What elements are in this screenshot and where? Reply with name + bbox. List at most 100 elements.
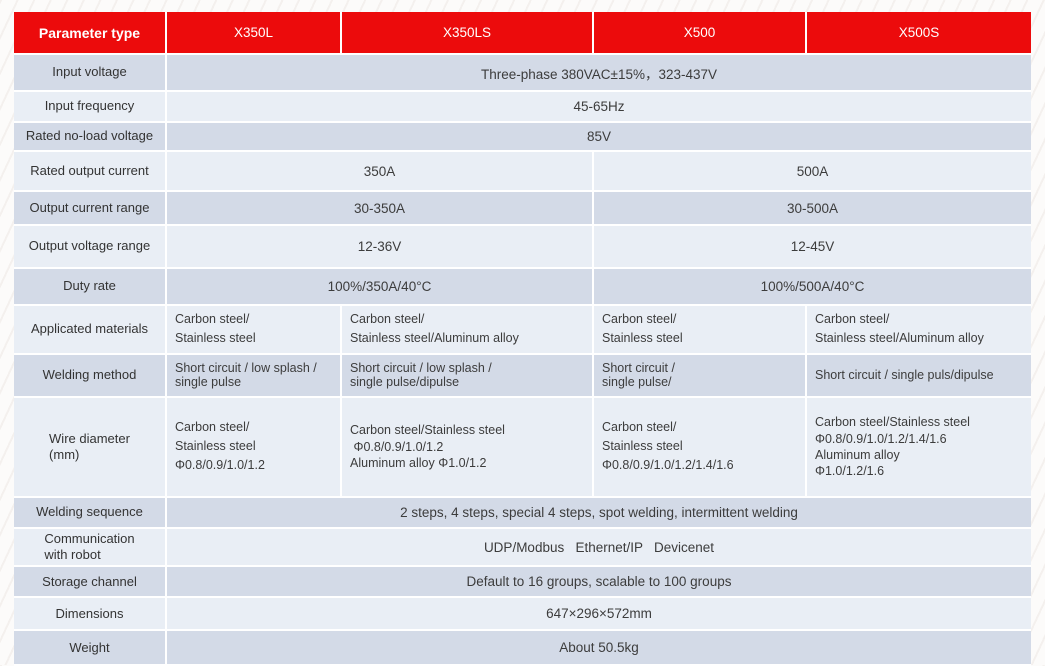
value-line: Stainless steel — [175, 439, 256, 454]
row-label-text: Rated output current — [30, 162, 149, 178]
value-line: Aluminum alloy — [815, 447, 900, 462]
table-row: Weight About 50.5kg — [14, 631, 1031, 665]
row-label-text: Output voltage range — [28, 238, 151, 254]
value-cell: 85V — [167, 123, 1031, 150]
row-label: Output voltage range — [14, 226, 165, 267]
value-cell: Carbon steel/Stainless steel/Aluminum al… — [807, 306, 1031, 353]
value-text: 12-36V — [357, 239, 402, 254]
value-cell: 100%/350A/40°C — [167, 269, 592, 304]
row-label-text: Communication with robot — [44, 530, 135, 562]
value-text: 500A — [796, 163, 829, 179]
value-cell: Carbon steel/Stainless steel Φ0.8/0.9/1.… — [342, 397, 592, 496]
value-line: Carbon steel/ — [602, 312, 677, 326]
value-line: Carbon steel/Stainless steel — [815, 415, 970, 430]
header-x500: X500 — [594, 12, 805, 53]
row-label-text: Dimensions — [55, 605, 124, 621]
table-header-row: Parameter type X350L X350LS X500 X500S — [14, 12, 1031, 53]
value-cell: 2 steps, 4 steps, special 4 steps, spot … — [167, 497, 1031, 527]
value-cell: 12-36V — [167, 226, 592, 267]
row-label: Wire diameter (mm) — [14, 397, 165, 496]
value-cell: Short circuit / low splash / single pulse — [167, 354, 340, 396]
value-cell: 350A — [167, 152, 592, 190]
value-line: Stainless steel — [175, 331, 256, 346]
row-label-text: Welding method — [42, 367, 137, 383]
value-cell: 30-500A — [594, 192, 1031, 224]
value-line: Aluminum alloy Φ1.0/1.2 — [350, 455, 487, 470]
row-label: Weight — [14, 631, 165, 665]
value-cell: Carbon steel/Stainless steel Φ0.8/0.9/1.0… — [807, 397, 1031, 496]
value-text: 30-350A — [353, 200, 406, 216]
value-line: Stainless steel/Aluminum alloy — [815, 331, 984, 346]
value-cell: Default to 16 groups, scalable to 100 gr… — [167, 567, 1031, 597]
table-row: Welding sequence 2 steps, 4 steps, specia… — [14, 497, 1031, 527]
row-label: Rated no-load voltage — [14, 123, 165, 150]
table-row: Input voltage Three-phase 380VAC±15%，323-… — [14, 55, 1031, 90]
value-line: single pulse/ — [602, 375, 672, 390]
row-label: Applicated materials — [14, 306, 165, 353]
value-line: Φ0.8/0.9/1.0/1.2/1.4/1.6 — [602, 458, 734, 473]
row-label: Input voltage — [14, 55, 165, 90]
table-row: Rated output current 350A 500A — [14, 152, 1031, 190]
table-row: Duty rate 100%/350A/40°C 100%/500A/40°C — [14, 269, 1031, 304]
row-label: Input frequency — [14, 92, 165, 121]
value-cell: About 50.5kg — [167, 631, 1031, 665]
value-line: Φ0.8/0.9/1.0/1.2 — [350, 439, 444, 454]
value-line: Carbon steel/Stainless steel — [350, 423, 505, 438]
value-text: Default to 16 groups, scalable to 100 gr… — [466, 574, 732, 590]
row-label-text: Storage channel — [42, 573, 137, 589]
value-line: Φ0.8/0.9/1.0/1.2/1.4/1.6 — [815, 431, 947, 446]
value-text: About 50.5kg — [559, 640, 639, 656]
table-row: Input frequency 45-65Hz — [14, 92, 1031, 121]
value-text: 350A — [363, 163, 396, 179]
value-text: Three-phase 380VAC±15%，323-437V — [480, 66, 718, 82]
row-label-text: Welding sequence — [36, 504, 143, 520]
header-parameter-type: Parameter type — [14, 12, 165, 53]
value-text: 30-500A — [786, 200, 839, 216]
header-x350l: X350L — [167, 12, 340, 53]
table-row: Applicated materials Carbon steel/Stainle… — [14, 306, 1031, 353]
row-label: Storage channel — [14, 567, 165, 597]
value-cell: Short circuit / low splash / single pulse… — [342, 354, 592, 396]
value-cell: 45-65Hz — [167, 92, 1031, 121]
value-cell: Carbon steel/Stainless steel/Aluminum al… — [342, 306, 592, 353]
spec-table: Parameter type X350L X350LS X500 X500S Input … — [14, 12, 1031, 666]
value-text: 12-45V — [790, 239, 835, 254]
value-cell: Short circuit / single pulse/ — [594, 354, 805, 396]
table-row: Output current range 30-350A 30-500A — [14, 192, 1031, 224]
value-line: Stainless steel/Aluminum alloy — [350, 331, 519, 346]
value-line: single pulse/dipulse — [350, 375, 460, 390]
value-line: Carbon steel/ — [350, 312, 425, 326]
value-cell: Carbon steel/Stainless steel Φ0.8/0.9/1.0… — [167, 397, 340, 496]
value-line: Carbon steel/ — [602, 419, 677, 434]
row-label: Welding sequence — [14, 497, 165, 527]
value-cell: 100%/500A/40°C — [594, 269, 1031, 304]
value-cell: 30-350A — [167, 192, 592, 224]
value-text: UDP/Modbus Ethernet/IP Devicenet — [483, 539, 715, 555]
row-label: Dimensions — [14, 598, 165, 630]
value-cell: Carbon steel/Stainless steel — [167, 306, 340, 353]
value-line: Short circuit / single puls/dipulse — [815, 367, 994, 382]
row-label: Output current range — [14, 192, 165, 224]
value-cell: Short circuit / single puls/dipulse — [807, 354, 1031, 396]
value-text: 2 steps, 4 steps, special 4 steps, spot … — [400, 504, 798, 520]
table-row: Communication with robot UDP/Modbus Ether… — [14, 528, 1031, 566]
row-label-text: Rated no-load voltage — [25, 128, 154, 144]
value-line: Short circuit / — [602, 360, 675, 375]
value-line: single pulse — [175, 375, 242, 390]
row-label-text: Output current range — [29, 199, 150, 215]
value-text: 85V — [586, 129, 612, 144]
value-line: Φ0.8/0.9/1.0/1.2 — [175, 458, 265, 473]
row-label: Duty rate — [14, 269, 165, 304]
table-row: Output voltage range 12-36V 12-45V — [14, 226, 1031, 267]
value-cell: UDP/Modbus Ethernet/IP Devicenet — [167, 528, 1031, 566]
table-row: Wire diameter (mm) Carbon steel/Stainless… — [14, 397, 1031, 496]
row-label: Rated output current — [14, 152, 165, 190]
value-line: Carbon steel/ — [175, 419, 250, 434]
row-label-text: Input voltage — [52, 64, 127, 80]
value-text: 45-65Hz — [573, 99, 625, 114]
value-cell: 12-45V — [594, 226, 1031, 267]
value-text: 100%/350A/40°C — [327, 279, 432, 294]
table-row: Rated no-load voltage 85V — [14, 123, 1031, 150]
value-line: Φ1.0/1.2/1.6 — [815, 464, 885, 478]
value-cell: Carbon steel/Stainless steel — [594, 306, 805, 353]
